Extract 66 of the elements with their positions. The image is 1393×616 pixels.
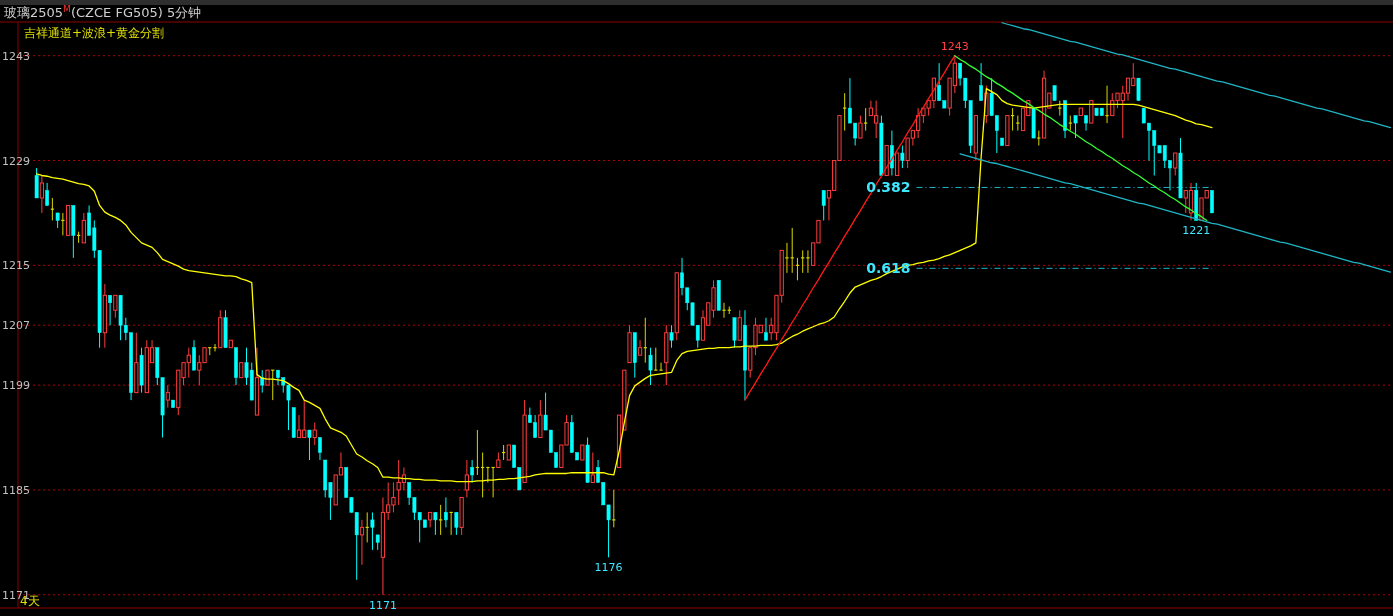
candlestick xyxy=(438,504,443,536)
candlestick xyxy=(359,519,365,566)
annotation: 1176 xyxy=(594,561,623,575)
line-series xyxy=(1001,22,1392,129)
candlestick xyxy=(370,511,375,551)
annotation: 1221 xyxy=(1182,224,1211,238)
candlestick xyxy=(490,466,496,498)
candlestick xyxy=(318,437,322,461)
chart-title: 玻璃2505$^{M}$(CZCE FG505) 5分钟 xyxy=(4,4,202,20)
candlestick xyxy=(821,189,826,221)
candlestick xyxy=(1136,77,1141,102)
candlestick xyxy=(721,302,727,319)
candlestick xyxy=(895,152,900,176)
line-series xyxy=(954,55,1208,222)
candlestick xyxy=(1210,189,1214,214)
candlestick xyxy=(1073,115,1078,139)
candlestick xyxy=(890,130,894,176)
candlestick xyxy=(45,182,49,206)
candlestick xyxy=(784,242,790,274)
candlestick xyxy=(444,496,448,528)
candlestick xyxy=(737,309,742,341)
candlestick xyxy=(1173,152,1178,176)
candlestick xyxy=(470,459,475,483)
candlestick xyxy=(648,347,653,386)
candlestick xyxy=(1089,100,1094,124)
candlestick xyxy=(81,212,86,244)
candlestick xyxy=(165,384,170,409)
candlestick xyxy=(34,167,39,199)
candlestick xyxy=(312,422,317,446)
candlestick xyxy=(260,369,265,394)
candlestick xyxy=(900,145,905,169)
candlestick xyxy=(611,489,617,528)
candlestick xyxy=(113,294,118,319)
candlestick xyxy=(485,466,491,483)
candlestick xyxy=(212,343,218,352)
candlestick xyxy=(590,452,595,483)
candlestick xyxy=(764,317,768,341)
candlestick xyxy=(464,459,470,498)
candlestick xyxy=(192,339,196,371)
candlestick xyxy=(39,174,44,214)
candlestick xyxy=(658,362,664,371)
candlestick xyxy=(732,317,737,349)
candlestick xyxy=(1084,115,1088,132)
candlestick xyxy=(858,115,863,139)
candlestick xyxy=(637,339,643,356)
candlestick xyxy=(108,294,112,326)
candlestick xyxy=(842,92,847,132)
y-tick-label: 1207 xyxy=(2,319,30,333)
y-tick-label: 1215 xyxy=(2,259,30,273)
y-tick-label: 1185 xyxy=(2,483,30,497)
y-tick-label: 1243 xyxy=(2,49,30,63)
line-series xyxy=(744,55,956,401)
chart-subtitle: 吉祥通道+波浪+黄金分割 xyxy=(24,26,165,40)
candlestick xyxy=(863,107,868,132)
annotation: 1243 xyxy=(940,39,969,53)
candlestick xyxy=(433,511,438,536)
y-tick-label: 1229 xyxy=(2,154,30,168)
candlestick xyxy=(805,249,811,274)
candlestick xyxy=(669,324,674,349)
candlestick xyxy=(538,399,543,439)
y-tick-label: 1199 xyxy=(2,379,30,393)
candlestick xyxy=(454,511,459,536)
candlestick xyxy=(1104,85,1110,124)
candlestick xyxy=(979,62,983,102)
annotation: 1171 xyxy=(368,598,397,612)
candlestick xyxy=(307,429,312,461)
